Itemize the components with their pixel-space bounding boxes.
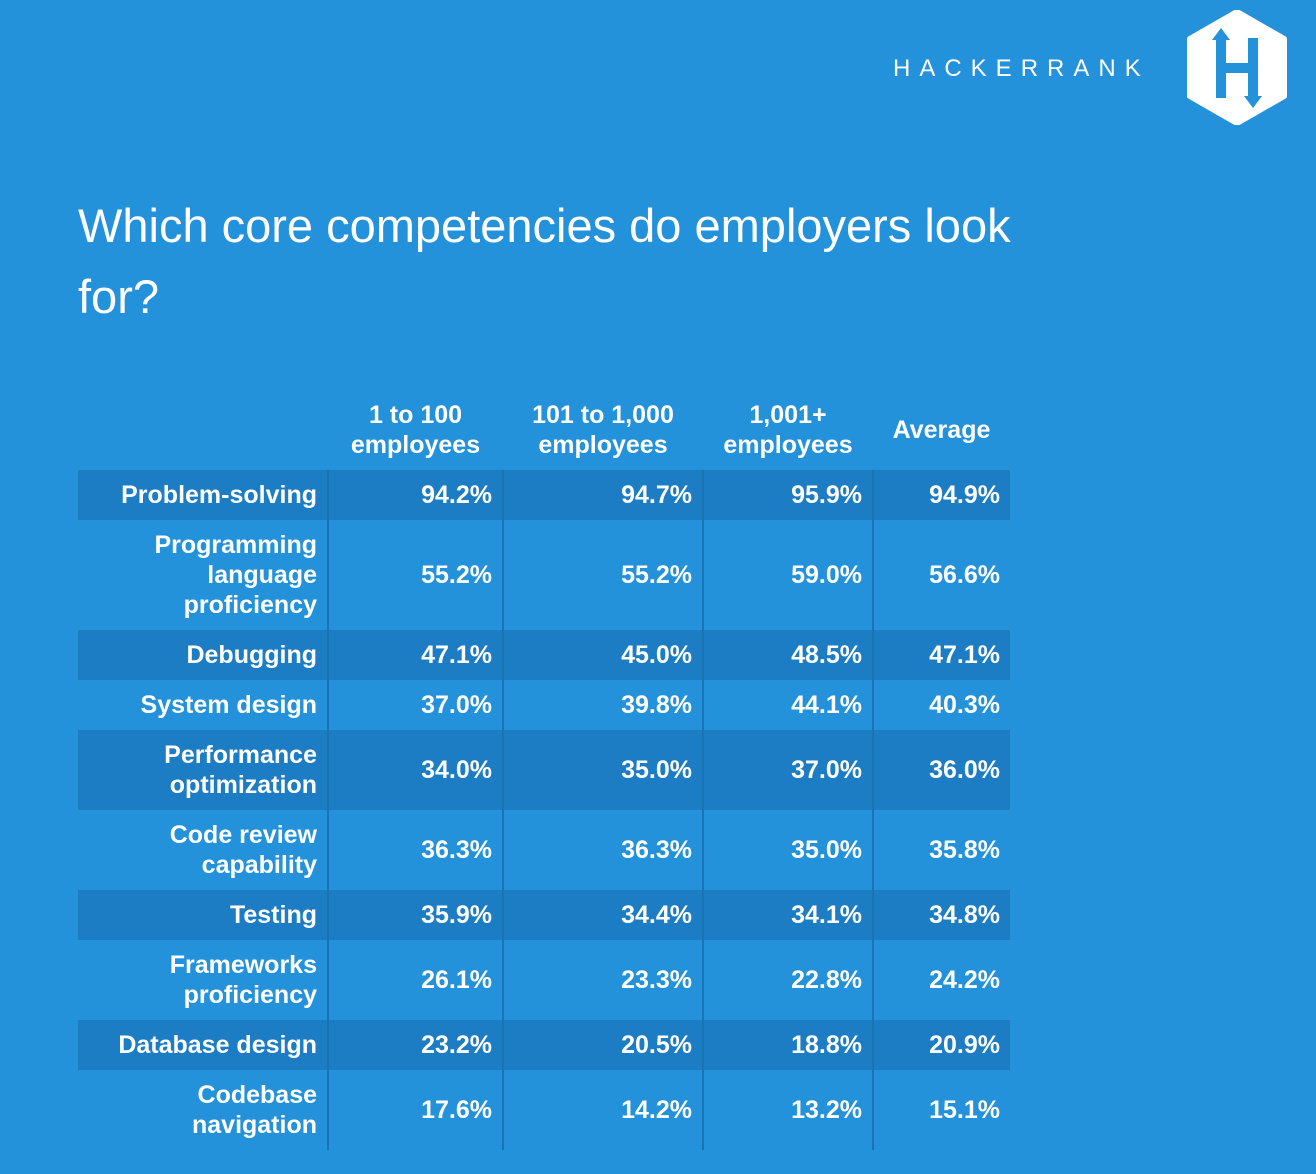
header-row: 1 to 100 employees 101 to 1,000 employee… (78, 390, 1010, 470)
table-row: Programming language proficiency 55.2% 5… (78, 520, 1010, 630)
row-label: Debugging (78, 630, 329, 680)
table-row: Database design 23.2% 20.5% 18.8% 20.9% (78, 1020, 1010, 1070)
column-header: 101 to 1,000 employees (532, 401, 674, 459)
chart-title: Which core competencies do employers loo… (78, 199, 1011, 323)
row-label: Problem-solving (78, 470, 329, 520)
table-row: Problem-solving 94.2% 94.7% 95.9% 94.9% (78, 470, 1010, 520)
cell-value: 14.2% (503, 1070, 704, 1150)
cell-value: 35.0% (503, 730, 704, 810)
cell-value: 34.4% (503, 890, 704, 940)
cell-value: 47.1% (873, 630, 1010, 680)
row-label: Testing (78, 890, 329, 940)
column-header: 1 to 100 employees (350, 401, 481, 459)
row-label: Codebase navigation (78, 1070, 329, 1150)
cell-value: 23.3% (503, 940, 704, 1020)
cell-value: 39.8% (503, 680, 704, 730)
cell-value: 94.7% (503, 470, 704, 520)
cell-value: 34.8% (873, 890, 1010, 940)
cell-value: 20.9% (873, 1020, 1010, 1070)
hackerrank-logo-icon (1187, 10, 1287, 125)
cell-value: 35.0% (703, 810, 874, 890)
cell-value: 56.6% (929, 561, 1000, 589)
table-row: Codebase navigation 17.6% 14.2% 13.2% 15… (78, 1070, 1010, 1150)
cell-value: 36.0% (873, 730, 1010, 810)
cell-value: 17.6% (328, 1070, 504, 1150)
brand-name: HACKERRANK (893, 55, 1150, 82)
table-row: Debugging 47.1% 45.0% 48.5% 47.1% (78, 630, 1010, 680)
cell-value: 94.9% (873, 470, 1010, 520)
cell-value: 45.0% (503, 630, 704, 680)
cell-value: 40.3% (929, 691, 1000, 719)
cell-value: 37.0% (328, 680, 504, 730)
table-row: Performance optimization 34.0% 35.0% 37.… (78, 730, 1010, 810)
cell-value: 48.5% (703, 630, 874, 680)
column-header: 1,001+ employees (723, 401, 853, 459)
table-row: Testing 35.9% 34.4% 34.1% 34.8% (78, 890, 1010, 940)
row-label: Performance optimization (78, 730, 329, 810)
cell-value: 13.2% (703, 1070, 874, 1150)
cell-value: 26.1% (328, 940, 504, 1020)
row-label: Frameworks proficiency (78, 940, 329, 1020)
table-row: Code review capability 36.3% 36.3% 35.0%… (78, 810, 1010, 890)
cell-value: 35.8% (929, 836, 1000, 864)
competency-table: 1 to 100 employees 101 to 1,000 employee… (78, 390, 1010, 1150)
table-row: Frameworks proficiency 26.1% 23.3% 22.8%… (78, 940, 1010, 1020)
cell-value: 36.3% (328, 810, 504, 890)
column-header: Average (892, 416, 991, 444)
cell-value: 34.1% (703, 890, 874, 940)
cell-value: 15.1% (929, 1096, 1000, 1124)
row-label: Code review capability (78, 810, 329, 890)
cell-value: 36.3% (503, 810, 704, 890)
cell-value: 24.2% (929, 966, 1000, 994)
cell-value: 59.0% (703, 520, 874, 630)
cell-value: 34.0% (328, 730, 504, 810)
header-corner (78, 390, 328, 470)
cell-value: 94.2% (328, 470, 504, 520)
row-label: Database design (78, 1020, 329, 1070)
cell-value: 37.0% (703, 730, 874, 810)
cell-value: 22.8% (703, 940, 874, 1020)
cell-value: 23.2% (328, 1020, 504, 1070)
row-label: Programming language proficiency (78, 520, 329, 630)
cell-value: 35.9% (328, 890, 504, 940)
row-label: System design (78, 680, 329, 730)
table-row: System design 37.0% 39.8% 44.1% 40.3% (78, 680, 1010, 730)
cell-value: 95.9% (703, 470, 874, 520)
cell-value: 55.2% (503, 520, 704, 630)
cell-value: 20.5% (503, 1020, 704, 1070)
cell-value: 47.1% (328, 630, 504, 680)
cell-value: 18.8% (703, 1020, 874, 1070)
cell-value: 44.1% (703, 680, 874, 730)
cell-value: 55.2% (328, 520, 504, 630)
